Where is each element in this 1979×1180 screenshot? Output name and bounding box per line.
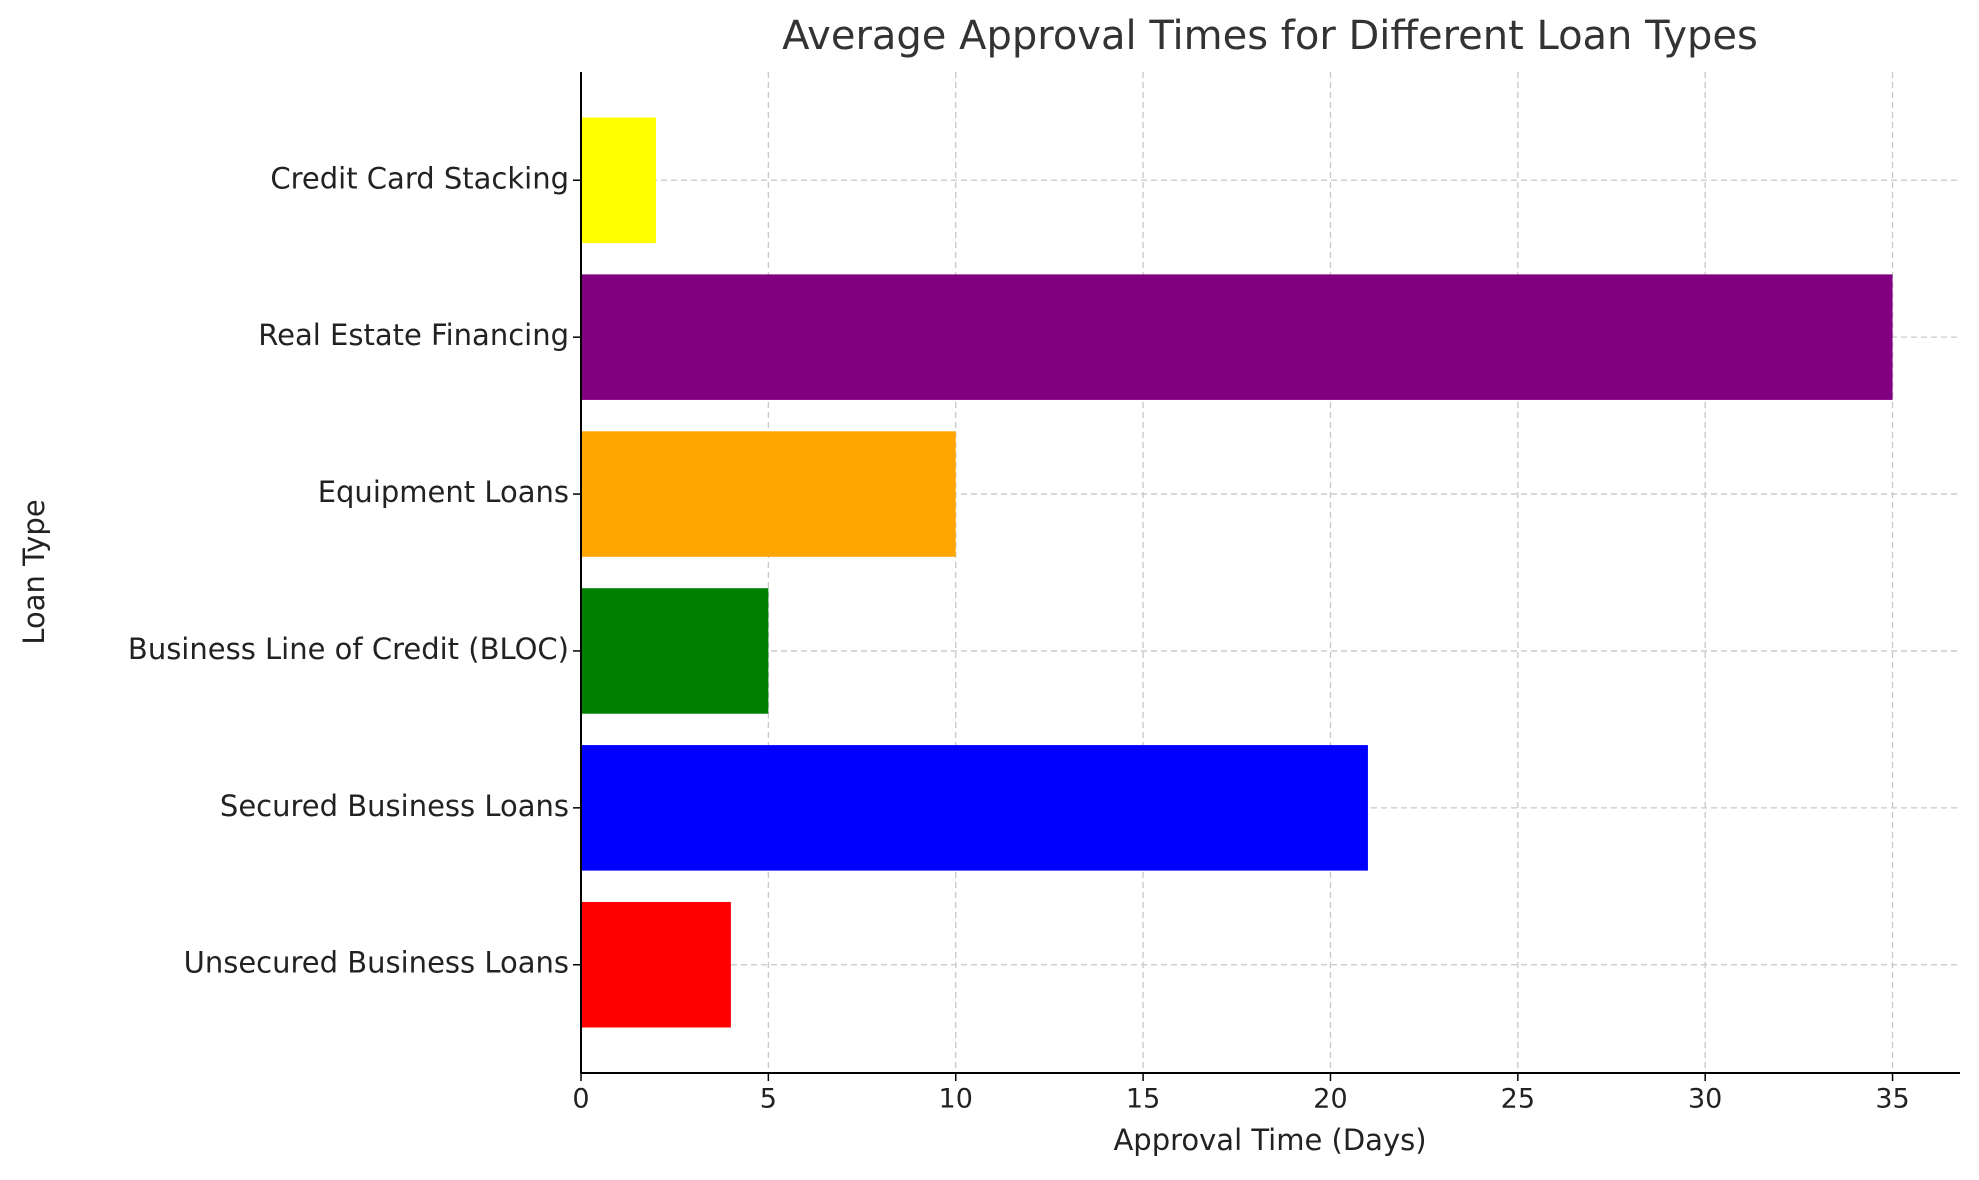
- x-tick-label: 30: [1688, 1084, 1722, 1115]
- x-axis-label: Approval Time (Days): [1113, 1123, 1426, 1157]
- x-tick-label: 5: [760, 1084, 777, 1115]
- x-tick-label: 15: [1126, 1084, 1160, 1115]
- x-tick-label: 10: [939, 1084, 973, 1115]
- y-tick-label: Equipment Loans: [318, 475, 569, 509]
- x-tick-label: 25: [1501, 1084, 1535, 1115]
- bar: [581, 901, 731, 1028]
- y-tick-label: Business Line of Credit (BLOC): [128, 632, 569, 666]
- y-axis-label: Loan Type: [17, 499, 51, 644]
- y-tick-label: Unsecured Business Loans: [184, 946, 569, 980]
- y-tick-label: Secured Business Loans: [220, 789, 569, 823]
- bar: [581, 274, 1893, 400]
- bar: [581, 431, 956, 557]
- bar: [581, 745, 1368, 871]
- bar: [581, 588, 769, 714]
- x-tick-label: 20: [1313, 1084, 1347, 1115]
- y-tick-label: Real Estate Financing: [258, 318, 569, 352]
- chart-title: Average Approval Times for Different Loa…: [782, 13, 1758, 59]
- x-tick-label: 35: [1875, 1084, 1909, 1115]
- bar: [581, 117, 656, 244]
- x-tick-label: 0: [572, 1084, 589, 1115]
- y-tick-label: Credit Card Stacking: [270, 161, 569, 195]
